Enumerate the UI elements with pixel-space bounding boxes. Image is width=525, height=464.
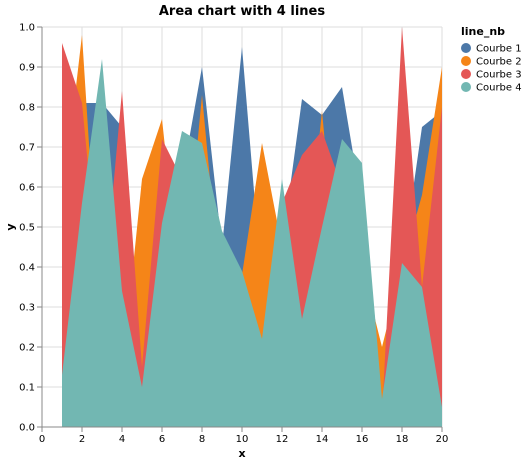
y-tick-label: 0.3: [19, 303, 35, 314]
legend-title: line_nb: [461, 25, 505, 38]
y-axis-title: y: [4, 223, 17, 230]
chart-title: Area chart with 4 lines: [159, 4, 325, 19]
x-tick-label: 2: [79, 434, 85, 445]
x-tick-label: 20: [436, 434, 449, 445]
legend-label: Courbe 3: [476, 70, 522, 81]
x-tick-label: 12: [276, 434, 289, 445]
x-axis-title: x: [238, 447, 245, 460]
x-tick-label: 10: [236, 434, 249, 445]
legend-swatch: [461, 82, 471, 92]
y-tick-label: 0.7: [19, 143, 35, 154]
x-tick-label: 14: [316, 434, 329, 445]
legend-swatch: [461, 56, 471, 66]
x-tick-label: 0: [39, 434, 45, 445]
legend-swatch: [461, 43, 471, 53]
axes: 0 2 4 6 8 10 12 14 16 18 20 0.0 0.1 0.2 0.3 0.4 0.5 0.6 0.…: [19, 23, 448, 446]
y-tick-label: 0.4: [19, 263, 35, 274]
legend-label: Courbe 4: [476, 83, 522, 94]
y-tick-label: 0.0: [19, 423, 35, 434]
x-tick-label: 8: [199, 434, 205, 445]
y-tick-label: 0.1: [19, 383, 35, 394]
y-tick-label: 0.8: [19, 103, 35, 114]
legend-swatch: [461, 69, 471, 79]
y-tick-label: 0.5: [19, 223, 35, 234]
x-tick-label: 6: [159, 434, 165, 445]
x-tick-label: 16: [356, 434, 369, 445]
y-tick-label: 0.9: [19, 63, 35, 74]
legend: line_nb Courbe 1 Courbe 2 Courbe 3 Courbe 4: [461, 25, 522, 94]
y-tick-label: 0.2: [19, 343, 35, 354]
x-tick-label: 4: [119, 434, 125, 445]
plot-areas: [62, 27, 442, 427]
area-series-4: [62, 59, 442, 427]
legend-label: Courbe 1: [476, 44, 522, 55]
y-tick-label: 0.6: [19, 183, 35, 194]
legend-label: Courbe 2: [476, 57, 522, 68]
y-tick-label: 1.0: [19, 23, 35, 34]
x-tick-label: 18: [396, 434, 409, 445]
